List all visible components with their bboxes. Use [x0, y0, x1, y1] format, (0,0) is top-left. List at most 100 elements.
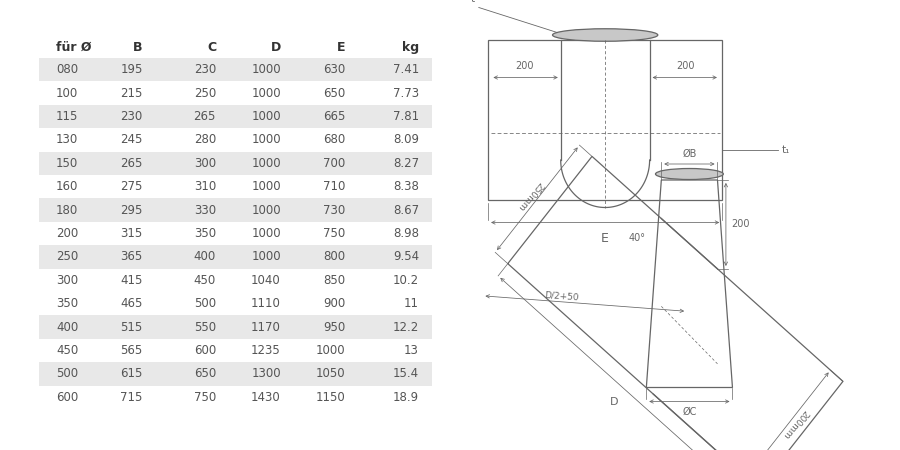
- Text: t₁: t₁: [782, 145, 790, 155]
- Text: 650: 650: [323, 87, 346, 99]
- Text: 10.2: 10.2: [393, 274, 419, 287]
- Text: ØC: ØC: [682, 406, 697, 417]
- Text: 200: 200: [56, 227, 78, 240]
- Bar: [39, 245, 432, 269]
- Bar: [39, 152, 432, 175]
- Text: 8.27: 8.27: [393, 157, 419, 170]
- Text: 680: 680: [323, 134, 346, 146]
- Text: 850: 850: [323, 274, 346, 287]
- Text: 295: 295: [121, 204, 142, 216]
- Text: ØB: ØB: [682, 149, 697, 159]
- Text: 1000: 1000: [316, 344, 346, 357]
- Text: 1000: 1000: [251, 157, 281, 170]
- Text: 280: 280: [194, 134, 216, 146]
- Text: 1040: 1040: [251, 274, 281, 287]
- Text: 275: 275: [121, 180, 142, 193]
- Bar: [39, 58, 432, 81]
- Text: 450: 450: [194, 274, 216, 287]
- Text: 8.09: 8.09: [393, 134, 419, 146]
- Text: 715: 715: [121, 391, 142, 404]
- Text: 250: 250: [194, 87, 216, 99]
- Text: 12.2: 12.2: [392, 321, 419, 333]
- Text: 700: 700: [323, 157, 346, 170]
- Text: 600: 600: [194, 344, 216, 357]
- Text: 9.54: 9.54: [393, 251, 419, 263]
- Text: 315: 315: [121, 227, 142, 240]
- Text: 665: 665: [323, 110, 346, 123]
- Text: 1000: 1000: [251, 251, 281, 263]
- Text: D/2+50: D/2+50: [544, 290, 579, 302]
- Text: B: B: [133, 41, 142, 54]
- Text: 1150: 1150: [316, 391, 346, 404]
- Text: 180: 180: [56, 204, 78, 216]
- Text: 13: 13: [404, 344, 419, 357]
- Text: 200: 200: [732, 220, 750, 230]
- Text: 350: 350: [56, 297, 78, 310]
- Text: 515: 515: [121, 321, 142, 333]
- Text: 1000: 1000: [251, 87, 281, 99]
- Text: 450: 450: [56, 344, 78, 357]
- Text: 1170: 1170: [251, 321, 281, 333]
- Ellipse shape: [655, 168, 724, 180]
- Text: E: E: [601, 231, 609, 244]
- Text: 8.67: 8.67: [393, 204, 419, 216]
- Text: kg: kg: [402, 41, 419, 54]
- Bar: [39, 198, 432, 222]
- Text: für Ø: für Ø: [56, 41, 92, 54]
- Text: t: t: [471, 0, 475, 4]
- Text: 245: 245: [121, 134, 142, 146]
- Text: 265: 265: [121, 157, 142, 170]
- Text: 250: 250: [56, 251, 78, 263]
- Text: 400: 400: [194, 251, 216, 263]
- Bar: [39, 315, 432, 339]
- Text: 150: 150: [56, 157, 78, 170]
- Text: E: E: [338, 41, 346, 54]
- Text: 8.38: 8.38: [393, 180, 419, 193]
- Text: 500: 500: [194, 297, 216, 310]
- Text: 130: 130: [56, 134, 78, 146]
- Text: 415: 415: [121, 274, 142, 287]
- Text: 1000: 1000: [251, 134, 281, 146]
- Text: 330: 330: [194, 204, 216, 216]
- Text: 600: 600: [56, 391, 78, 404]
- Text: 1110: 1110: [251, 297, 281, 310]
- Bar: [488, 40, 722, 200]
- Text: 650: 650: [194, 368, 216, 380]
- Text: 750: 750: [194, 391, 216, 404]
- Text: 465: 465: [121, 297, 142, 310]
- Bar: [39, 362, 432, 386]
- Text: 1000: 1000: [251, 110, 281, 123]
- Text: 365: 365: [121, 251, 142, 263]
- Text: 195: 195: [121, 63, 142, 76]
- Text: 265: 265: [194, 110, 216, 123]
- Text: 1300: 1300: [251, 368, 281, 380]
- Text: 1000: 1000: [251, 63, 281, 76]
- Text: 550: 550: [194, 321, 216, 333]
- Text: 630: 630: [323, 63, 346, 76]
- Text: 400: 400: [56, 321, 78, 333]
- Text: 7.81: 7.81: [393, 110, 419, 123]
- Text: 215: 215: [121, 87, 142, 99]
- Text: 1430: 1430: [251, 391, 281, 404]
- Text: 230: 230: [121, 110, 142, 123]
- Text: 500: 500: [56, 368, 78, 380]
- Text: 11: 11: [404, 297, 419, 310]
- Text: 300: 300: [56, 274, 78, 287]
- Text: 18.9: 18.9: [393, 391, 419, 404]
- Text: 565: 565: [121, 344, 142, 357]
- Text: 7.73: 7.73: [393, 87, 419, 99]
- Text: 1050: 1050: [316, 368, 346, 380]
- Text: 300: 300: [194, 157, 216, 170]
- Text: 1000: 1000: [251, 227, 281, 240]
- Text: 800: 800: [323, 251, 346, 263]
- Text: 1000: 1000: [251, 180, 281, 193]
- Text: 730: 730: [323, 204, 346, 216]
- Text: 15.4: 15.4: [393, 368, 419, 380]
- Text: 950: 950: [323, 321, 346, 333]
- Text: 250mm: 250mm: [516, 180, 544, 212]
- Text: 200mm: 200mm: [780, 408, 810, 440]
- Text: 1000: 1000: [251, 204, 281, 216]
- Text: 100: 100: [56, 87, 78, 99]
- Text: C: C: [207, 41, 216, 54]
- Text: D: D: [271, 41, 281, 54]
